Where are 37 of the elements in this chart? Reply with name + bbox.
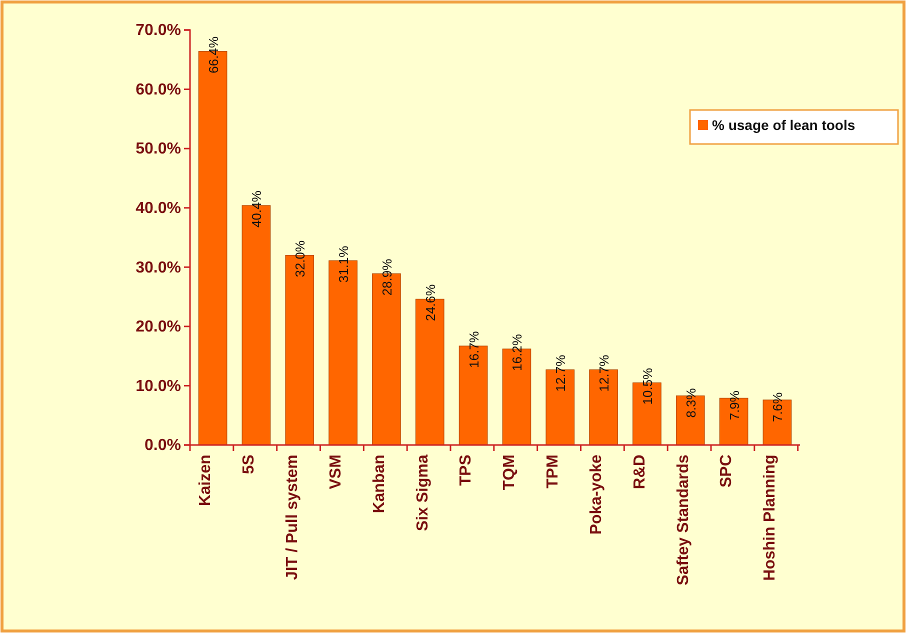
x-tick-label: Kaizen xyxy=(197,454,214,506)
y-tick-label: 20.0% xyxy=(136,318,181,336)
data-label: 28.9% xyxy=(379,258,394,296)
y-tick-label: 70.0% xyxy=(136,22,181,40)
data-label: 66.4% xyxy=(206,36,221,74)
x-tick-label: R&D xyxy=(631,454,648,490)
y-tick-label: 40.0% xyxy=(136,200,181,217)
y-tick-label: 60.0% xyxy=(136,81,181,98)
x-tick-label: Kanban xyxy=(370,454,388,514)
data-label: 12.7% xyxy=(553,354,568,392)
y-tick-label: 0.0% xyxy=(144,437,181,454)
x-tick-label: TQM xyxy=(501,454,518,490)
x-tick-label: VSM xyxy=(327,454,344,490)
data-label: 8.3% xyxy=(683,388,698,418)
x-tick-label: Saftey Standards xyxy=(674,454,692,586)
data-label: 31.1% xyxy=(336,245,352,283)
x-tick-label: 5S xyxy=(240,454,258,474)
y-tick-label: 10.0% xyxy=(136,378,181,395)
data-label: 32.0% xyxy=(292,240,308,278)
x-tick-label: TPM xyxy=(544,454,562,488)
x-tick-label: TPS xyxy=(458,454,475,486)
data-label: 16.2% xyxy=(510,334,525,371)
x-tick-label: SPC xyxy=(718,454,736,488)
data-label: 24.6% xyxy=(422,284,438,322)
data-label: 7.9% xyxy=(726,390,742,420)
data-label: 16.7% xyxy=(466,330,482,368)
x-tick-label: Six Sigma xyxy=(414,454,432,532)
x-tick-label: Hoshin Planning xyxy=(762,454,779,581)
legend-label: % usage of lean tools xyxy=(712,117,856,133)
data-label: 12.7% xyxy=(596,354,612,392)
x-tick-label: Poka-yoke xyxy=(588,454,605,535)
x-tick-label: JIT / Pull system xyxy=(284,454,302,580)
data-label: 7.6% xyxy=(770,392,786,422)
y-tick-label: 30.0% xyxy=(136,259,181,276)
data-label: 40.4% xyxy=(249,190,264,228)
y-tick-label: 50.0% xyxy=(136,140,181,158)
data-label: 10.5% xyxy=(640,367,655,405)
